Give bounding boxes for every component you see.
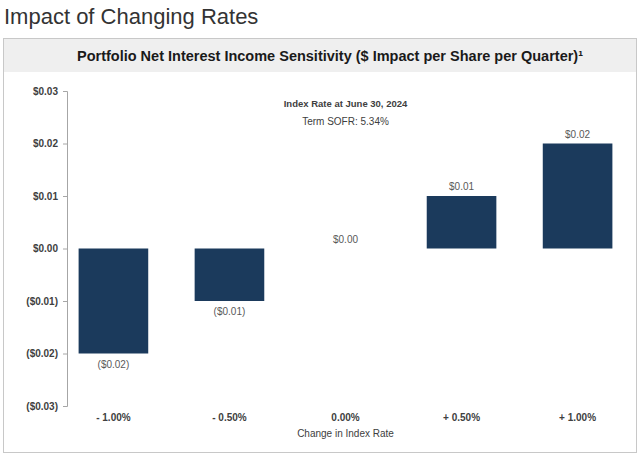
panel-frame [4,39,637,453]
chart-svg: Impact of Changing Rates Portfolio Net In… [0,0,640,456]
x-tick: 0.00% [331,412,359,423]
x-tick-label: 0.00% [331,412,359,423]
y-tick-label: ($0.02) [26,348,58,359]
bar [427,196,497,249]
data-label: $0.01 [449,181,474,192]
bars [79,144,613,354]
x-tick: + 1.00% [559,412,596,423]
bar [311,248,381,249]
y-tick-label: $0.02 [33,138,58,149]
y-tick-mark [63,301,67,302]
page-title: Impact of Changing Rates [4,4,258,29]
data-labels: ($0.02) ($0.01) $0.00 $0.01 $0.02 [98,129,591,370]
chart-title: Portfolio Net Interest Income Sensitivit… [77,48,583,64]
y-tick: $0.00 [33,243,67,254]
y-tick: $0.01 [33,191,67,202]
y-tick-mark [63,249,67,250]
data-label: ($0.01) [214,306,246,317]
y-tick: ($0.02) [26,348,67,359]
y-tick-mark [63,354,67,355]
x-tick: + 0.50% [443,412,480,423]
y-axis: $0.03 $0.02 $0.01 $0.00 ($0.01) ($0.02) ($0.03… [26,86,67,412]
y-tick-label: $0.01 [33,191,58,202]
y-tick-mark [63,406,67,407]
y-tick: $0.03 [33,86,67,97]
x-axis: - 1.00% - 0.50% 0.00% + 0.50% + 1.00% [96,412,596,423]
y-tick-mark [63,91,67,92]
data-label: ($0.02) [98,359,130,370]
y-tick-mark [63,196,67,197]
x-tick-label: - 0.50% [212,412,247,423]
annotations: Index Rate at June 30, 2024 Term SOFR: 5.… [284,98,408,127]
x-axis-title: Change in Index Rate [297,428,394,439]
panel-header [4,39,636,72]
annotation: Term SOFR: 5.34% [302,116,389,127]
y-tick: ($0.03) [26,401,67,412]
y-tick: $0.02 [33,138,67,149]
annotation: Index Rate at June 30, 2024 [284,98,408,109]
bar [195,249,265,302]
y-axis-line [63,92,68,407]
y-tick: ($0.01) [26,296,67,307]
bar [79,249,149,354]
y-tick-label: ($0.03) [26,401,58,412]
y-tick-label: $0.00 [33,243,58,254]
data-label: $0.02 [565,129,590,140]
x-tick: - 1.00% [96,412,131,423]
x-tick-label: - 1.00% [96,412,131,423]
data-label: $0.00 [333,234,358,245]
x-tick-label: + 1.00% [559,412,596,423]
y-tick-label: ($0.01) [26,296,58,307]
y-tick-label: $0.03 [33,86,58,97]
bar [543,144,613,249]
y-tick-mark [63,144,67,145]
x-tick: - 0.50% [212,412,247,423]
x-tick-label: + 0.50% [443,412,480,423]
